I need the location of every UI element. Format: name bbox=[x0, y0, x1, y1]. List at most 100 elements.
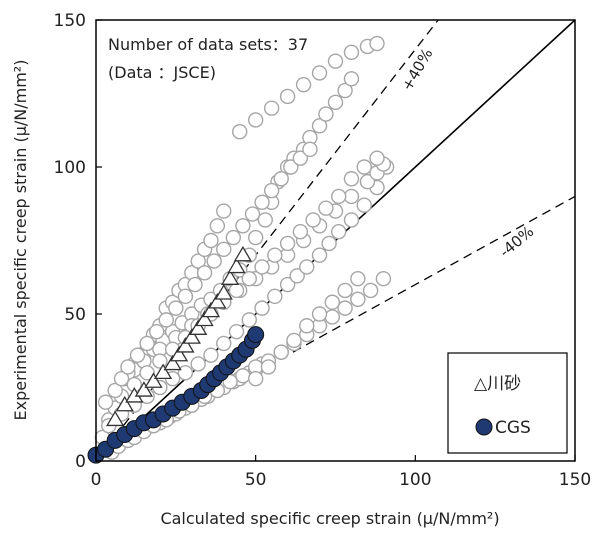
x-tick-label-2: 100 bbox=[399, 470, 431, 490]
open-circle-point-153 bbox=[139, 335, 155, 352]
open-circle-point-156 bbox=[168, 300, 184, 316]
open-circle-point-184 bbox=[295, 76, 312, 93]
open-circle-point-138 bbox=[235, 368, 251, 384]
open-circle-point-180 bbox=[231, 124, 248, 140]
open-circle-point-85 bbox=[299, 259, 315, 275]
x-tick-label-3: 150 bbox=[559, 470, 591, 490]
open-circle-point-148 bbox=[362, 282, 379, 299]
legend-box bbox=[447, 352, 568, 454]
triangle-point-7 bbox=[169, 345, 189, 362]
open-circle-point-15 bbox=[190, 253, 206, 269]
triangle-point-15 bbox=[220, 269, 240, 285]
open-circle-point-112 bbox=[139, 365, 155, 381]
plot-frame bbox=[95, 19, 576, 462]
legend-label-cgs: CGS bbox=[495, 418, 531, 438]
open-circle-point-160 bbox=[206, 253, 222, 269]
open-circle-point-164 bbox=[244, 206, 261, 222]
open-circle-point-108 bbox=[359, 173, 376, 190]
open-circle-point-57 bbox=[257, 212, 273, 228]
triangle-point-16 bbox=[227, 257, 246, 274]
open-circle-point-182 bbox=[263, 100, 280, 116]
triangle-point-5 bbox=[153, 363, 173, 380]
triangle-point-11 bbox=[195, 310, 214, 327]
open-circle-point-177 bbox=[324, 294, 341, 310]
open-circle-point-174 bbox=[286, 332, 302, 349]
open-circle-point-150 bbox=[113, 370, 130, 387]
open-circle-point-157 bbox=[177, 288, 194, 305]
triangle-point-9 bbox=[182, 328, 201, 344]
open-circle-point-189 bbox=[369, 35, 385, 52]
open-circle-point-129 bbox=[356, 159, 372, 175]
open-circle-point-171 bbox=[247, 370, 264, 387]
annotation-datasets: Number of data sets：37 bbox=[108, 35, 308, 54]
triangle-point-12 bbox=[201, 301, 221, 318]
open-circle-point-168 bbox=[283, 159, 299, 175]
open-circle-point-185 bbox=[311, 65, 328, 81]
open-circle-point-66 bbox=[327, 94, 344, 111]
open-circle-point-130 bbox=[369, 150, 385, 166]
open-circle-point-172 bbox=[260, 359, 277, 375]
open-circle-point-181 bbox=[247, 112, 264, 128]
open-circle-point-77 bbox=[203, 347, 219, 363]
open-circle-point-113 bbox=[152, 353, 168, 369]
open-circle-point-81 bbox=[254, 300, 270, 316]
open-circle-point-147 bbox=[350, 291, 366, 307]
open-circle-point-127 bbox=[330, 188, 347, 205]
open-circle-point-176 bbox=[311, 306, 328, 322]
open-circle-point-163 bbox=[235, 218, 251, 234]
open-circle-point-155 bbox=[158, 312, 174, 328]
open-circle-point-76 bbox=[190, 356, 206, 372]
open-circle-point-178 bbox=[337, 282, 353, 299]
open-circle-point-40 bbox=[97, 394, 114, 410]
open-circle-point-65 bbox=[318, 106, 334, 122]
open-circle-point-165 bbox=[254, 194, 270, 210]
open-circle-point-121 bbox=[254, 259, 270, 275]
open-circle-point-123 bbox=[279, 235, 296, 252]
open-circle-point-159 bbox=[196, 265, 213, 281]
open-circle-point-169 bbox=[292, 150, 309, 166]
open-circle-point-125 bbox=[305, 212, 321, 228]
open-circle-point-84 bbox=[289, 268, 305, 284]
axis-ticks: 0 50 100 150 0 50 100 150 bbox=[54, 11, 592, 490]
legend-marker-cgs bbox=[475, 418, 493, 436]
open-circle-point-82 bbox=[267, 288, 283, 305]
open-circle-point-166 bbox=[263, 182, 280, 199]
open-circle-point-19 bbox=[216, 203, 232, 219]
triangle-point-4 bbox=[144, 372, 163, 388]
open-circle-point-187 bbox=[343, 44, 360, 61]
y-tick-label-1: 50 bbox=[64, 305, 86, 325]
triangle-point-0 bbox=[106, 410, 125, 427]
open-circle-point-167 bbox=[273, 171, 289, 187]
y-tick-label-3: 150 bbox=[54, 11, 86, 31]
open-circle-point-90 bbox=[356, 197, 372, 213]
open-circle-point-122 bbox=[267, 247, 283, 263]
open-circle-point-56 bbox=[247, 229, 264, 246]
open-circle-point-128 bbox=[343, 171, 360, 187]
open-circle-point-161 bbox=[216, 241, 232, 258]
triangle-point-13 bbox=[208, 292, 227, 309]
open-circle-point-145 bbox=[324, 309, 341, 325]
open-circle-point-149 bbox=[375, 271, 392, 287]
open-circle-point-154 bbox=[148, 323, 165, 340]
triangle-point-17 bbox=[233, 245, 253, 262]
open-circle-point-18 bbox=[209, 218, 226, 234]
open-circle-point-78 bbox=[216, 335, 232, 352]
open-circle-point-162 bbox=[225, 229, 242, 246]
triangle-point-10 bbox=[189, 319, 208, 335]
open-circle-point-87 bbox=[321, 235, 337, 252]
open-circle-point-75 bbox=[177, 365, 194, 381]
open-circle-point-124 bbox=[292, 223, 309, 240]
open-circle-point-186 bbox=[327, 53, 344, 69]
open-circle-point-146 bbox=[337, 300, 353, 316]
open-circle-point-64 bbox=[311, 118, 328, 134]
y-tick-label-2: 100 bbox=[54, 158, 86, 178]
open-circle-point-183 bbox=[279, 88, 296, 105]
data-points bbox=[87, 35, 395, 464]
open-circle-point-83 bbox=[279, 276, 296, 293]
triangle-point-3 bbox=[134, 381, 154, 397]
triangle-point-1 bbox=[115, 395, 134, 412]
legend-label-river-sand: △川砂 bbox=[474, 374, 521, 394]
annotation-source: (Data ：JSCE) bbox=[108, 63, 216, 82]
cgs-point-20 bbox=[247, 326, 265, 344]
